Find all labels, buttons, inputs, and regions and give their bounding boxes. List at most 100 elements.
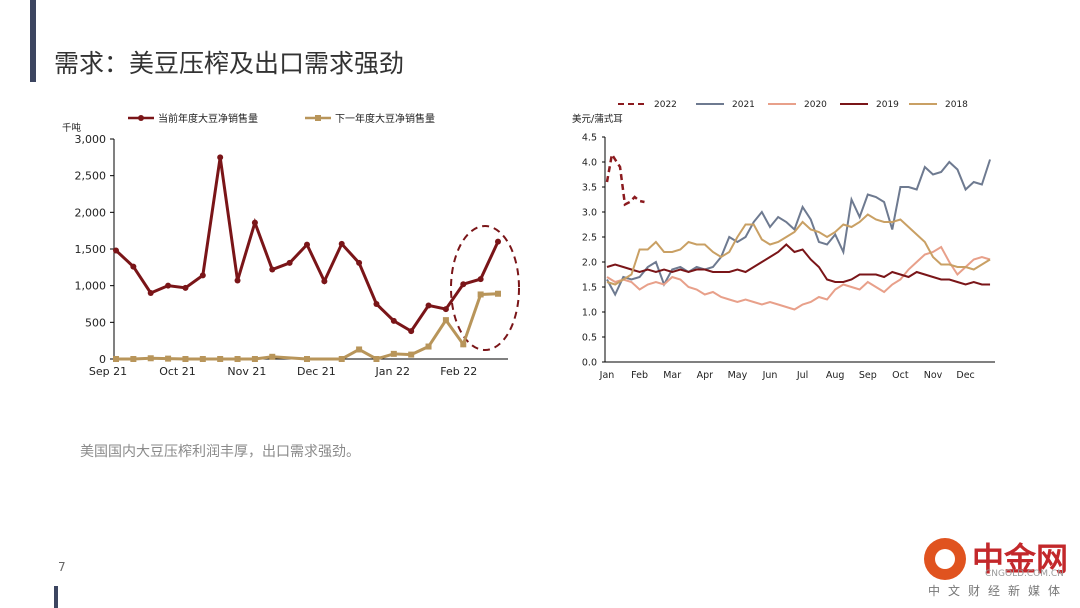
logo-icon-center xyxy=(935,549,955,569)
data-point xyxy=(477,276,484,283)
data-point xyxy=(234,277,241,284)
data-point xyxy=(286,259,293,266)
y-unit-label: 千吨 xyxy=(62,122,82,134)
data-point xyxy=(477,291,484,298)
data-point xyxy=(442,306,449,313)
y-tick-label: 3.5 xyxy=(582,183,597,194)
logo-url: CNGOLD.COM.CN xyxy=(985,569,1064,579)
series-line xyxy=(605,151,645,207)
x-tick-label: May xyxy=(728,370,748,381)
accent-bar xyxy=(30,0,36,82)
legend-label: 2022 xyxy=(654,100,677,110)
x-tick-label: Sep xyxy=(859,370,877,381)
data-point xyxy=(442,317,449,324)
data-point xyxy=(251,219,258,226)
data-point xyxy=(234,356,241,362)
legend-label: 2018 xyxy=(945,100,968,110)
x-tick-label: Jan 22 xyxy=(375,365,410,378)
x-tick-label: Dec xyxy=(956,370,974,381)
data-point xyxy=(182,356,189,362)
series-line xyxy=(606,213,991,286)
y-tick-label: 1.0 xyxy=(582,308,597,319)
series-line xyxy=(606,243,991,286)
y-unit-label: 美元/蒲式耳 xyxy=(572,113,623,125)
x-tick-label: Jul xyxy=(796,370,808,381)
data-point xyxy=(217,154,224,161)
y-tick-label: 1,500 xyxy=(75,243,107,256)
data-point xyxy=(269,266,276,273)
y-tick-label: 2,000 xyxy=(75,206,107,219)
x-tick-label: Nov xyxy=(924,370,943,381)
data-point xyxy=(130,263,137,270)
data-point xyxy=(425,302,432,309)
data-point xyxy=(321,278,328,285)
data-point xyxy=(460,281,467,288)
y-tick-label: 2,500 xyxy=(75,170,107,183)
x-tick-label: Oct 21 xyxy=(159,365,196,378)
data-point xyxy=(356,346,363,353)
x-tick-label: Sep 21 xyxy=(89,365,127,378)
y-tick-label: 2.5 xyxy=(582,233,597,244)
data-point xyxy=(338,356,345,362)
legend-label: 下一年度大豆净销售量 xyxy=(335,112,435,125)
data-point xyxy=(390,317,397,324)
data-point xyxy=(130,356,137,362)
y-tick-label: 4.0 xyxy=(582,158,597,169)
legend-marker xyxy=(315,115,321,121)
legend-label: 2020 xyxy=(804,100,827,110)
x-tick-label: Nov 21 xyxy=(227,365,266,378)
logo-tagline: 中文财经新媒体 xyxy=(928,584,1069,598)
data-point xyxy=(338,240,345,247)
y-tick-label: 500 xyxy=(85,316,106,329)
legend-label: 2021 xyxy=(732,100,755,110)
y-tick-label: 1,000 xyxy=(75,280,107,293)
data-point xyxy=(113,356,119,362)
data-point xyxy=(199,356,206,362)
data-point xyxy=(460,341,467,348)
y-tick-label: 2.0 xyxy=(582,258,597,269)
y-tick-label: 4.5 xyxy=(582,133,597,144)
data-point xyxy=(113,247,119,254)
x-tick-label: Feb xyxy=(631,370,648,381)
x-tick-label: Mar xyxy=(663,370,681,381)
data-point xyxy=(165,355,172,362)
logo-text: 中金网 xyxy=(972,540,1069,578)
legend-marker xyxy=(138,115,144,121)
data-point xyxy=(495,290,501,297)
data-point xyxy=(304,241,310,248)
data-point xyxy=(425,343,432,350)
series-line xyxy=(606,245,991,311)
data-point xyxy=(390,350,397,357)
legend-label: 当前年度大豆净销售量 xyxy=(158,112,258,125)
y-tick-label: 3,000 xyxy=(75,133,107,146)
page-number: 7 xyxy=(58,560,66,574)
x-tick-label: Dec 21 xyxy=(297,365,336,378)
slide-caption: 美国国内大豆压榨利润丰厚，出口需求强劲。 xyxy=(80,444,360,460)
y-tick-label: 3.0 xyxy=(582,208,597,219)
data-point xyxy=(182,284,189,291)
y-tick-label: 0 xyxy=(99,353,106,366)
data-point xyxy=(408,351,415,358)
y-tick-label: 0.0 xyxy=(582,358,597,369)
footer-bar xyxy=(54,586,58,608)
data-point xyxy=(199,272,206,279)
x-tick-label: Jun xyxy=(762,370,778,381)
data-point xyxy=(165,282,172,289)
data-point xyxy=(147,290,154,296)
data-point xyxy=(373,301,380,307)
x-tick-label: Feb 22 xyxy=(440,365,477,378)
data-point xyxy=(356,259,363,266)
data-point xyxy=(373,356,380,362)
y-tick-label: 0.5 xyxy=(582,333,597,344)
highlight-ellipse xyxy=(450,225,520,351)
data-point xyxy=(495,238,501,245)
x-tick-label: Jan xyxy=(599,370,615,381)
slide-title: 需求：美豆压榨及出口需求强劲 xyxy=(54,49,405,78)
data-point xyxy=(269,353,276,360)
x-tick-label: Aug xyxy=(826,370,845,381)
data-point xyxy=(217,356,224,362)
legend-label: 2019 xyxy=(876,100,899,110)
x-tick-label: Oct xyxy=(892,370,909,381)
y-tick-label: 1.5 xyxy=(582,283,597,294)
